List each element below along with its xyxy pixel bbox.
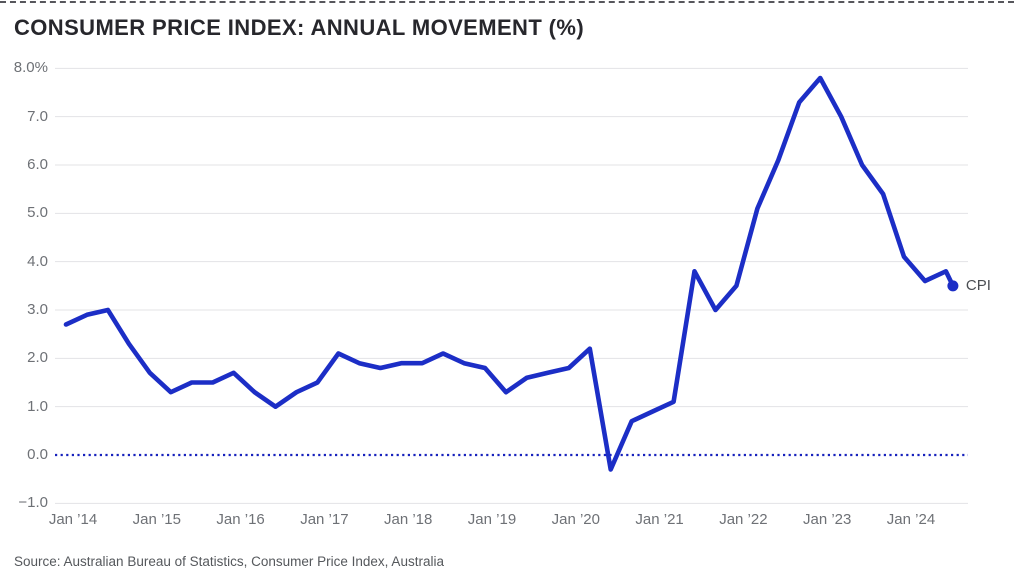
series-end-label: CPI [965, 276, 991, 294]
x-axis-label: Jan ’14 [48, 511, 98, 528]
y-axis-label: 8.0% [13, 59, 48, 77]
y-axis-label: 0.0 [27, 446, 48, 463]
page-title: CONSUMER PRICE INDEX: ANNUAL MOVEMENT (%… [14, 15, 585, 40]
x-axis-label: Jan ’24 [886, 511, 936, 528]
y-axis-label: 2.0 [27, 349, 48, 367]
x-axis-label: Jan ’15 [132, 511, 181, 528]
y-axis-label: 1.0 [27, 397, 48, 415]
top-dashed-border [0, 1, 1014, 3]
x-axis-label: Jan ’20 [551, 511, 600, 528]
x-axis-label: Jan ’17 [300, 511, 349, 528]
y-axis-label: −1.0 [18, 494, 48, 512]
x-axis-label: Jan ’16 [216, 511, 265, 528]
x-axis-label: Jan ’21 [635, 511, 684, 528]
x-axis-label: Jan ’18 [384, 511, 433, 528]
y-axis-label: 3.0 [27, 301, 48, 318]
y-axis-label: 6.0 [27, 156, 48, 173]
y-axis-label: 7.0 [27, 107, 48, 125]
x-axis-label: Jan ’19 [467, 511, 517, 528]
cpi-end-dot [947, 280, 959, 292]
x-axis-label: Jan ’22 [719, 511, 768, 528]
y-axis-label: 4.0 [27, 252, 48, 270]
cpi-line [63, 75, 956, 472]
source-note: Source: Australian Bureau of Statistics,… [14, 554, 444, 569]
x-axis-label: Jan ’23 [803, 511, 852, 528]
y-axis-label: 5.0 [27, 204, 48, 222]
